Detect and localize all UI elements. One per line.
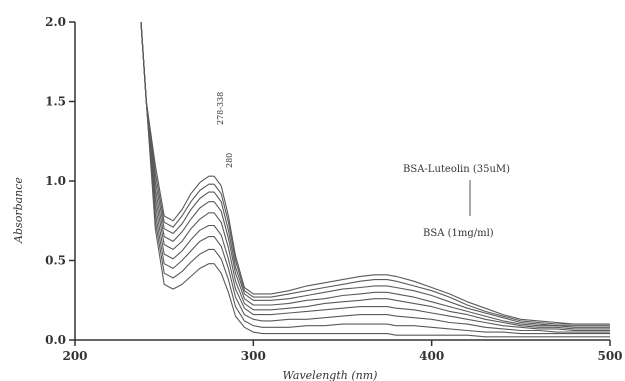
series-line <box>140 21 610 330</box>
peak-label-1: 278-338 <box>216 92 225 125</box>
bottom-annotation: BSA (1mg/ml) <box>423 228 494 239</box>
top-annotation: BSA-Luteolin (35uM) <box>403 164 510 175</box>
series-line <box>140 21 610 332</box>
axes: 0.0 0.5 1.0 1.5 2.0 200 300 400 500 <box>45 15 622 363</box>
annotations: 278-338 280 BSA-Luteolin (35uM) BSA (1mg… <box>216 92 510 239</box>
series-group <box>140 21 610 338</box>
series-line <box>140 21 610 325</box>
series-line <box>140 21 610 327</box>
series-line <box>140 21 610 335</box>
x-tick-label: 500 <box>597 349 622 363</box>
series-line <box>140 21 610 338</box>
x-tick-label: 400 <box>419 349 444 363</box>
series-line <box>140 21 610 333</box>
y-tick-label: 2.0 <box>45 15 66 29</box>
y-tick-label: 1.0 <box>45 174 66 188</box>
y-tick-label: 1.5 <box>45 95 66 109</box>
y-axis-title: Absorbance <box>12 177 25 244</box>
peak-label-2: 280 <box>225 153 234 168</box>
series-line <box>140 21 610 325</box>
y-tick-label: 0.0 <box>45 333 66 347</box>
x-tick-label: 200 <box>62 349 87 363</box>
x-tick-label: 300 <box>241 349 266 363</box>
y-tick-label: 0.5 <box>45 254 66 268</box>
x-axis-title: Wavelength (nm) <box>283 369 378 381</box>
series-line <box>140 21 610 328</box>
